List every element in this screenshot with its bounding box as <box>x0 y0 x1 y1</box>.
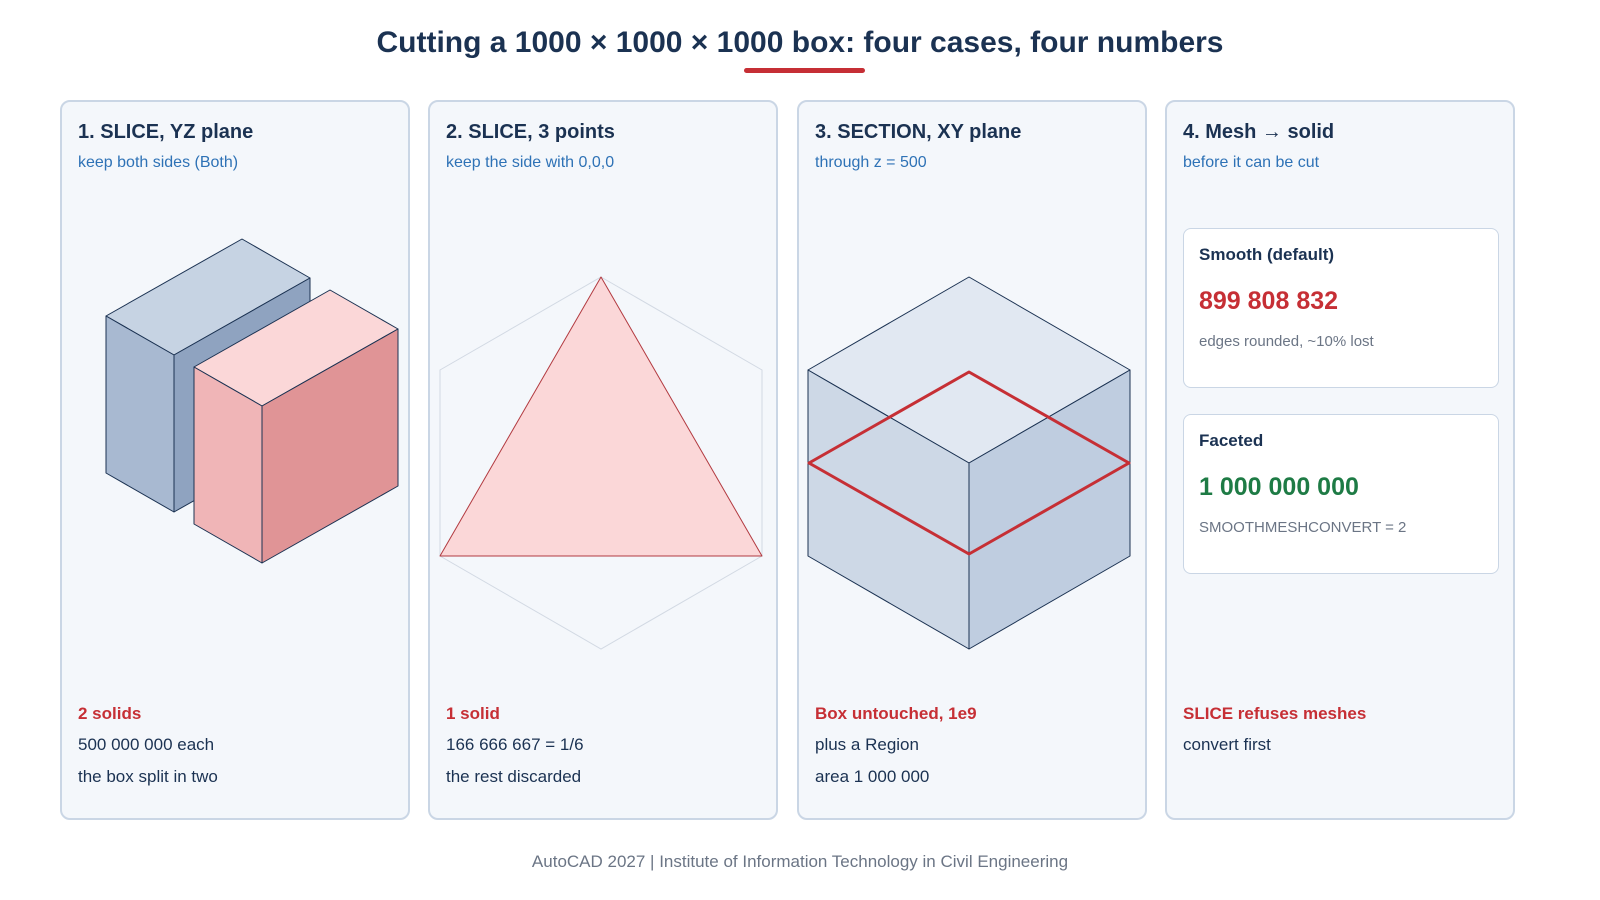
card-subtitle: before it can be cut <box>1183 154 1320 171</box>
page-title: Cutting a 1000 × 1000 × 1000 box: four c… <box>376 26 1224 59</box>
result-heading: Box untouched, 1e9 <box>815 704 977 723</box>
box-outline-hexagon <box>439 276 763 650</box>
right-half-side-face <box>261 328 399 564</box>
card-title: 1. SLICE, YZ plane <box>78 121 254 143</box>
result-line: the box split in two <box>78 767 218 786</box>
option-title: Faceted <box>1199 431 1264 450</box>
result-line: the rest discarded <box>446 767 582 786</box>
option-title: Smooth (default) <box>1199 245 1335 264</box>
result-line: plus a Region <box>815 735 919 754</box>
result-heading: 2 solids <box>78 704 142 723</box>
title-underline <box>744 68 865 73</box>
card-subtitle: through z = 500 <box>815 154 927 171</box>
cut-triangle <box>439 276 763 557</box>
card-title: 2. SLICE, 3 points <box>446 121 615 143</box>
result-line: 166 666 667 = 1/6 <box>446 735 584 754</box>
result-line: convert first <box>1183 735 1271 754</box>
result-heading: SLICE refuses meshes <box>1183 704 1367 723</box>
option-note: edges rounded, ~10% lost <box>1199 333 1374 350</box>
option-smooth: Smooth (default) 899 808 832 edges round… <box>1183 228 1499 388</box>
card-subtitle: keep the side with 0,0,0 <box>446 154 615 171</box>
option-faceted: Faceted 1 000 000 000 SMOOTHMESHCONVERT … <box>1183 414 1499 574</box>
card-subtitle: keep both sides (Both) <box>78 154 239 171</box>
card-title: 4. Mesh → solid <box>1183 121 1335 143</box>
card-section-xy: 3. SECTION, XY plane through z = 500 Box… <box>797 100 1147 820</box>
option-volume: 899 808 832 <box>1199 287 1339 315</box>
card-title: 3. SECTION, XY plane <box>815 121 1022 143</box>
result-line: area 1 000 000 <box>815 767 930 786</box>
result-line: 500 000 000 each <box>78 735 215 754</box>
option-volume: 1 000 000 000 <box>1199 473 1359 501</box>
footer-credit: AutoCAD 2027 | Institute of Information … <box>531 852 1069 871</box>
corner-cut-illustration <box>439 276 763 650</box>
result-heading: 1 solid <box>446 704 500 723</box>
section-box-illustration <box>807 276 1131 650</box>
card-mesh-to-solid: 4. Mesh → solid before it can be cut Smo… <box>1165 100 1515 820</box>
option-note: SMOOTHMESHCONVERT = 2 <box>1199 519 1407 536</box>
card-slice-yz: 1. SLICE, YZ plane keep both sides (Both… <box>60 100 410 820</box>
split-box-illustration <box>105 238 399 564</box>
section-region-outline <box>807 370 1131 556</box>
card-slice-3-points: 2. SLICE, 3 points keep the side with 0,… <box>428 100 778 820</box>
